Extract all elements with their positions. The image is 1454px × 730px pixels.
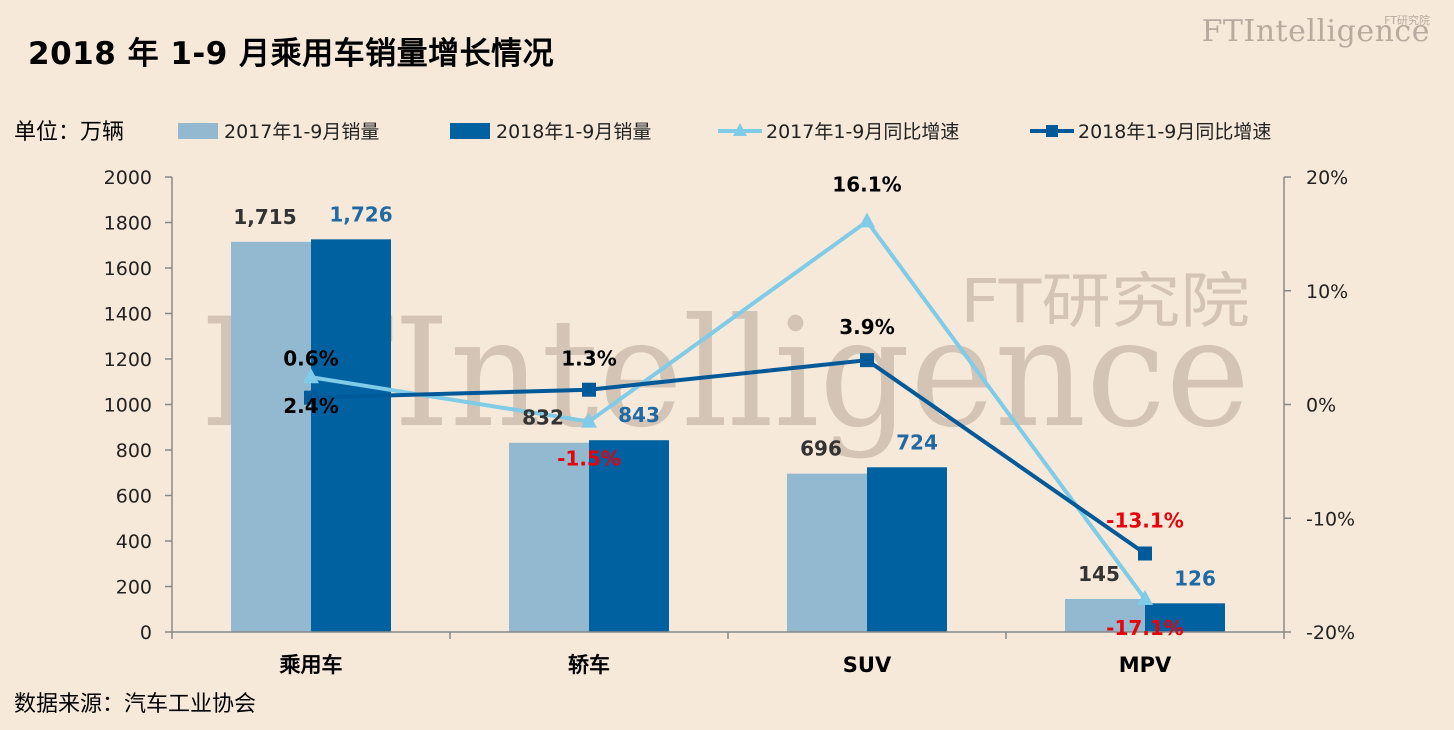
label-2017-sales-2: 696	[800, 437, 842, 461]
legend-marker-2	[733, 123, 747, 136]
marker-2018-2	[860, 353, 874, 368]
legend-label-0: 2017年1-9月销量	[224, 121, 379, 143]
y2-tick-label: -20%	[1306, 622, 1355, 644]
chart-title: 2018 年 1-9 月乘用车销量增长情况	[28, 36, 555, 72]
label-2018-sales-3: 126	[1174, 566, 1216, 590]
label-2017-growth-3: -17.1%	[1106, 616, 1184, 640]
label-2017-sales-3: 145	[1078, 562, 1120, 586]
label-2018-sales-0: 1,726	[329, 202, 392, 226]
x-tick-label: 乘用车	[279, 653, 343, 677]
y-tick-label: 1800	[104, 213, 152, 235]
label-2018-growth-3: -13.1%	[1106, 509, 1184, 533]
legend-label-2: 2017年1-9月同比增速	[766, 121, 959, 143]
y2-tick-label: 20%	[1306, 167, 1348, 189]
y-tick-label: 1200	[104, 349, 152, 371]
label-2018-growth-2: 3.9%	[839, 315, 894, 339]
y-tick-label: 600	[116, 486, 152, 508]
label-2017-sales-1: 832	[522, 406, 564, 430]
axes: 0 200 400 600 800 1000 1200 1400 1600 1800 2000 -20…	[104, 167, 1355, 677]
x-tick-label: SUV	[843, 653, 892, 677]
y-tick-label: 2000	[104, 167, 152, 189]
legend-marker-3	[1046, 125, 1058, 137]
legend-swatch-1	[450, 123, 490, 139]
legend-label-3: 2018年1-9月同比增速	[1078, 121, 1271, 143]
lines	[303, 212, 1153, 606]
y-tick-label: 800	[116, 440, 152, 462]
brand-main-text: FTIntelligence	[1201, 14, 1430, 49]
label-2017-growth-2: 16.1%	[832, 172, 901, 196]
label-2018-growth-0: 0.6%	[283, 347, 338, 371]
legend-label-1: 2018年1-9月销量	[496, 121, 651, 143]
marker-2017-1	[581, 412, 597, 428]
label-2018-growth-1: 1.3%	[561, 347, 616, 371]
marker-2018-3	[1138, 546, 1152, 561]
y-tick-label: 0	[140, 622, 152, 644]
marker-2017-2	[859, 212, 875, 228]
source-label: 数据来源：汽车工业协会	[14, 692, 257, 717]
x-tick-label: 轿车	[568, 653, 610, 677]
bar-2017-0	[231, 241, 311, 632]
y2-tick-label: 10%	[1306, 281, 1348, 303]
brand-logo: FT研究院 FTIntelligence	[1202, 14, 1430, 49]
legend-swatch-0	[178, 123, 218, 139]
y2-tick-label: 0%	[1306, 395, 1336, 417]
label-2018-sales-1: 843	[618, 403, 660, 427]
label-2017-growth-1: -1.5%	[557, 447, 621, 471]
x-tick-label: MPV	[1119, 653, 1172, 677]
label-2017-growth-0: 2.4%	[283, 394, 338, 418]
y-tick-label: 200	[116, 577, 152, 599]
bars	[231, 239, 1225, 632]
bar-2018-1	[589, 440, 669, 632]
marker-2018-1	[582, 382, 596, 397]
line-2017-growth	[310, 218, 1147, 601]
line-2018-growth	[310, 358, 1147, 556]
bar-2017-1	[509, 442, 589, 632]
watermark-sub: FT研究院	[960, 267, 1250, 337]
bar-2017-3	[1065, 599, 1145, 632]
marker-2017-3	[1137, 590, 1153, 606]
y-tick-label: 1600	[104, 258, 152, 280]
unit-label: 单位：万辆	[14, 120, 125, 145]
y2-tick-label: -10%	[1306, 508, 1355, 530]
legend: 2017年1-9月销量 2018年1-9月销量 2017年1-9月同比增速 2018年…	[178, 121, 1271, 143]
y-tick-label: 1400	[104, 304, 152, 326]
marker-2018-0	[304, 390, 318, 405]
bar-2018-2	[867, 467, 947, 632]
y-tick-label: 400	[116, 531, 152, 553]
marker-2017-0	[303, 368, 319, 384]
label-2018-sales-2: 724	[896, 430, 938, 454]
y-tick-label: 1000	[104, 395, 152, 417]
data-labels: 1,715 1,726 832 843 696 724 145 126 2.4% -1.5% 16.…	[233, 172, 1216, 640]
label-2017-sales-0: 1,715	[233, 205, 296, 229]
bar-2018-0	[311, 239, 391, 632]
bar-2018-3	[1145, 603, 1225, 632]
bar-2017-2	[787, 473, 867, 632]
brand-sub-text: FT研究院	[1384, 14, 1430, 27]
